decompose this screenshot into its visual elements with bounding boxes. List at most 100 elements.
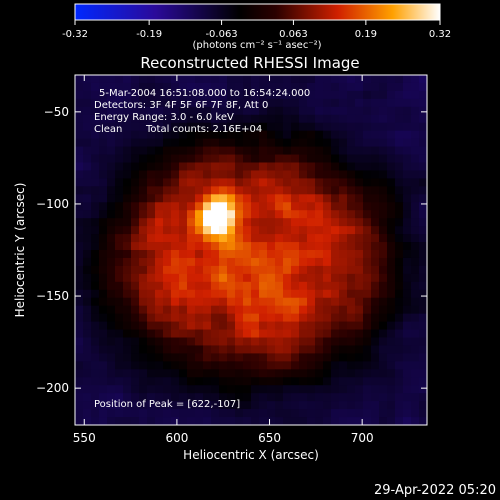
heatmap-cell [123,313,132,322]
heatmap-cell [323,234,332,243]
heatmap-cell [163,361,172,370]
heatmap-cell [315,353,324,362]
heatmap-cell [291,409,300,418]
heatmap-cell [235,114,244,124]
heatmap-cell [379,289,388,299]
heatmap-cell [323,82,332,92]
heatmap-cell [147,401,156,410]
heatmap-cell [331,305,340,315]
heatmap-cell [99,353,108,362]
heatmap-cell [115,82,124,92]
heatmap-cell [355,321,364,330]
heatmap-cell [195,114,204,124]
heatmap-cell [243,202,252,211]
heatmap-cell [139,377,148,386]
heatmap-cell [107,265,116,275]
heatmap-cell [283,250,292,259]
heatmap-cell [339,273,348,283]
heatmap-cell [219,242,228,251]
heatmap-cell [251,226,260,235]
heatmap-cell [275,297,284,307]
heatmap-cell [403,186,412,195]
heatmap-cell [227,154,236,163]
heatmap-cell [179,297,188,307]
heatmap-cell [139,194,148,203]
heatmap-cell [347,154,356,163]
heatmap-cell [299,313,308,322]
heatmap-cell [291,281,300,291]
heatmap-cell [203,361,212,370]
heatmap-cell [395,122,404,132]
heatmap-cell [107,114,116,124]
heatmap-cell [307,417,316,426]
heatmap-cell [283,146,292,155]
heatmap-cell [411,345,420,354]
heatmap-cell [411,138,420,147]
heatmap-cell [171,313,180,322]
heatmap-cell [155,313,164,322]
heatmap-cell [323,353,332,362]
heatmap-cell [347,90,356,100]
heatmap-cell [115,138,124,147]
heatmap-cell [403,146,412,155]
heatmap-cell [235,98,244,108]
heatmap-cell [331,409,340,418]
heatmap-cell [235,186,244,195]
heatmap-cell [267,337,276,346]
heatmap-cell [419,106,428,116]
heatmap-cell [243,369,252,378]
heatmap-cell [91,273,100,283]
heatmap-cell [347,313,356,322]
heatmap-cell [299,162,308,171]
heatmap-cell [379,305,388,315]
heatmap-cell [291,138,300,147]
heatmap-cell [219,130,228,140]
heatmap-cell [411,385,420,394]
heatmap-cell [275,242,284,251]
heatmap-cell [355,393,364,402]
heatmap-cell [259,305,268,315]
heatmap-cell [171,146,180,155]
heatmap-cell [163,377,172,386]
heatmap-cell [275,202,284,211]
heatmap-cell [347,138,356,147]
heatmap-cell [259,393,268,402]
heatmap-cell [339,146,348,155]
heatmap-cell [411,154,420,163]
heatmap-cell [131,353,140,362]
heatmap-cell [419,393,428,402]
heatmap-cell [243,401,252,410]
heatmap-cell [419,361,428,370]
heatmap-cell [99,146,108,155]
x-tick-label: 600 [165,431,188,445]
heatmap-cell [147,297,156,307]
heatmap-cell [315,114,324,124]
heatmap-cell [403,377,412,386]
heatmap-cell [123,305,132,315]
heatmap-cell [363,313,372,322]
heatmap-cell [99,98,108,108]
heatmap-cell [283,265,292,275]
heatmap-cell [307,305,316,315]
heatmap-cell [243,122,252,132]
heatmap-cell [275,106,284,116]
heatmap-cell [339,138,348,147]
heatmap-cell [331,90,340,100]
heatmap-cell [211,289,220,299]
heatmap-cell [355,409,364,418]
heatmap-cell [283,234,292,243]
heatmap-cell [395,409,404,418]
heatmap-cell [371,242,380,251]
heatmap-cell [123,122,132,132]
heatmap-cell [171,114,180,124]
heatmap-cell [75,313,84,322]
heatmap-cell [179,75,188,84]
heatmap-cell [395,337,404,346]
heatmap-cell [251,218,260,227]
heatmap-cell [107,289,116,299]
heatmap-cell [211,417,220,426]
heatmap-cell [91,226,100,235]
heatmap-cell [187,186,196,195]
heatmap-cell [131,313,140,322]
heatmap-cell [171,162,180,171]
